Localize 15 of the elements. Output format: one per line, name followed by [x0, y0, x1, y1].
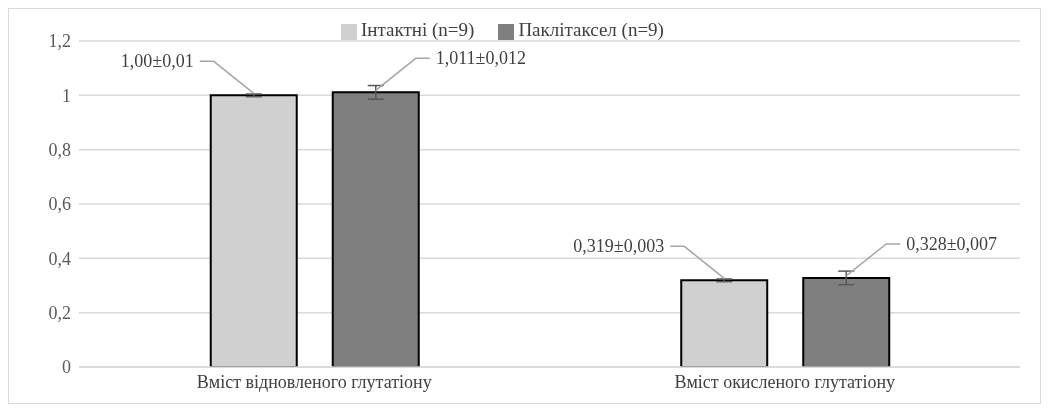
y-tick-label: 0,4 [48, 248, 71, 269]
data-label: 1,00±0,01 [120, 51, 194, 72]
y-tick-label: 0,6 [48, 194, 71, 215]
data-label: 0,328±0,007 [906, 233, 998, 254]
legend-label: Інтактні (n=9) [361, 19, 475, 40]
y-tick-label: 1,2 [48, 31, 71, 52]
data-label: 0,319±0,003 [573, 236, 665, 257]
legend-label: Паклітаксел (n=9) [518, 19, 664, 40]
y-tick-label: 0,8 [48, 140, 71, 161]
x-tick-label: Вміст відновленого глутатіону [196, 371, 432, 392]
y-tick-label: 0 [62, 357, 71, 378]
data-label: 1,011±0,012 [435, 48, 526, 69]
y-tick-label: 1 [62, 85, 71, 106]
x-tick-label: Вміст окисленого глутатіону [674, 371, 896, 392]
y-tick-label: 0,2 [48, 303, 71, 324]
